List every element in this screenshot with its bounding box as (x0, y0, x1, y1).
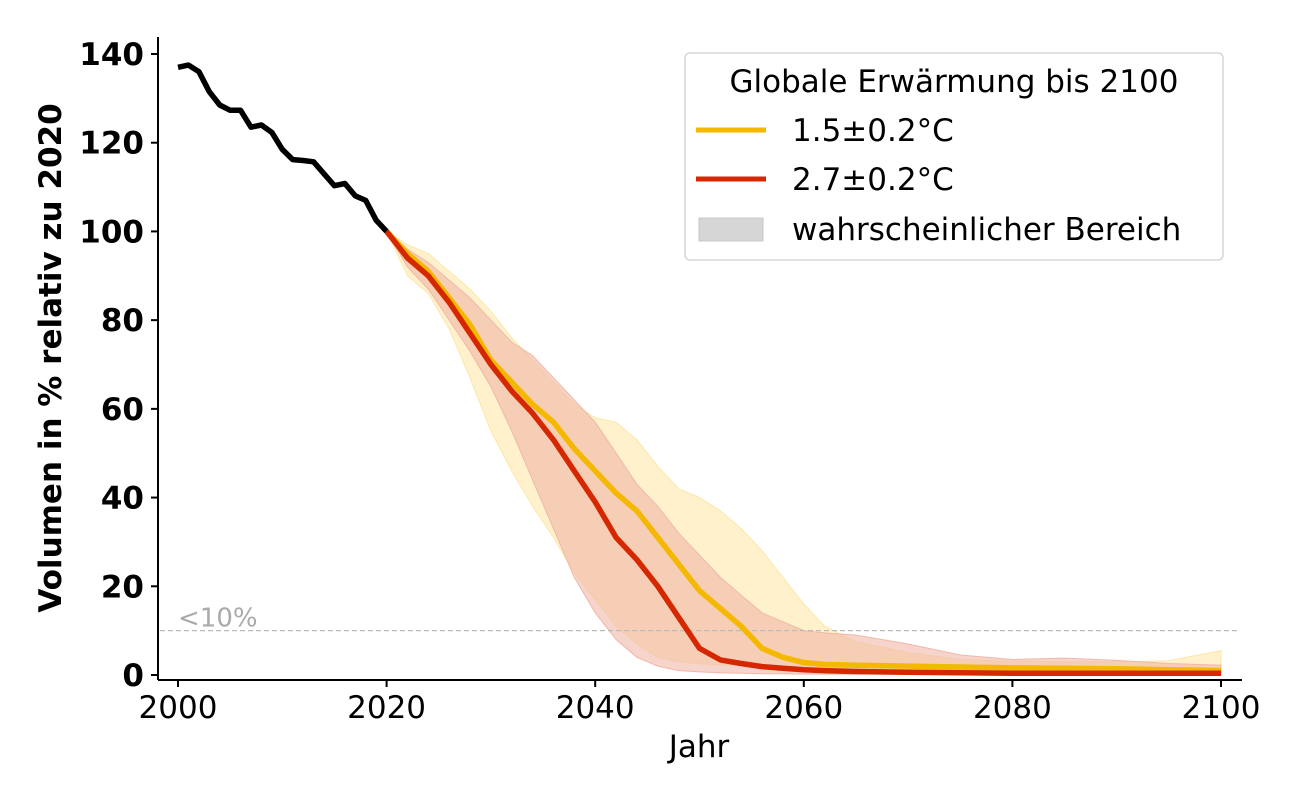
legend: Globale Erwärmung bis 2100 1.5±0.2°C 2.7… (684, 52, 1224, 261)
uncertainty-bands (385, 230, 1222, 675)
legend-frame (684, 52, 1224, 261)
x-tick-label: 2060 (764, 690, 843, 726)
x-tick-label: 2080 (973, 690, 1052, 726)
x-tick-label: 2040 (556, 690, 635, 726)
y-tick-label: 60 (101, 392, 144, 428)
y-tick-label: 40 (101, 481, 144, 517)
x-ticks: 2000 2020 2040 2060 2080 2100 (139, 680, 1261, 726)
legend-label-range: wahrscheinlicher Bereich (792, 212, 1181, 248)
y-tick-label: 140 (79, 37, 144, 73)
line-historical (177, 62, 389, 234)
series-lines (177, 62, 1222, 676)
legend-label-2-7c: 2.7±0.2°C (792, 162, 954, 198)
line-2-7c (384, 229, 1221, 676)
x-axis-label: Jahr (667, 729, 730, 765)
y-tick-label: 20 (101, 569, 144, 605)
x-tick-label: 2020 (347, 690, 426, 726)
y-tick-label: 100 (79, 214, 144, 250)
y-tick-label: 120 (79, 126, 144, 162)
y-tick-label: 0 (122, 658, 144, 694)
legend-label-1-5c: 1.5±0.2°C (792, 113, 954, 149)
band-1-5c (385, 230, 1222, 672)
legend-swatch-range (698, 217, 764, 242)
x-tick-label: 2000 (139, 690, 218, 726)
line-1-5c (384, 229, 1222, 674)
x-tick-label: 2100 (1182, 690, 1261, 726)
y-tick-label: 80 (101, 303, 144, 339)
y-ticks: 0 20 40 60 80 100 120 140 (79, 37, 158, 694)
y-axis-label: Volumen in % relativ zu 2020 (33, 103, 69, 612)
ten-percent-annotation: <10% (178, 604, 258, 634)
legend-title: Globale Erwärmung bis 2100 (730, 64, 1179, 100)
